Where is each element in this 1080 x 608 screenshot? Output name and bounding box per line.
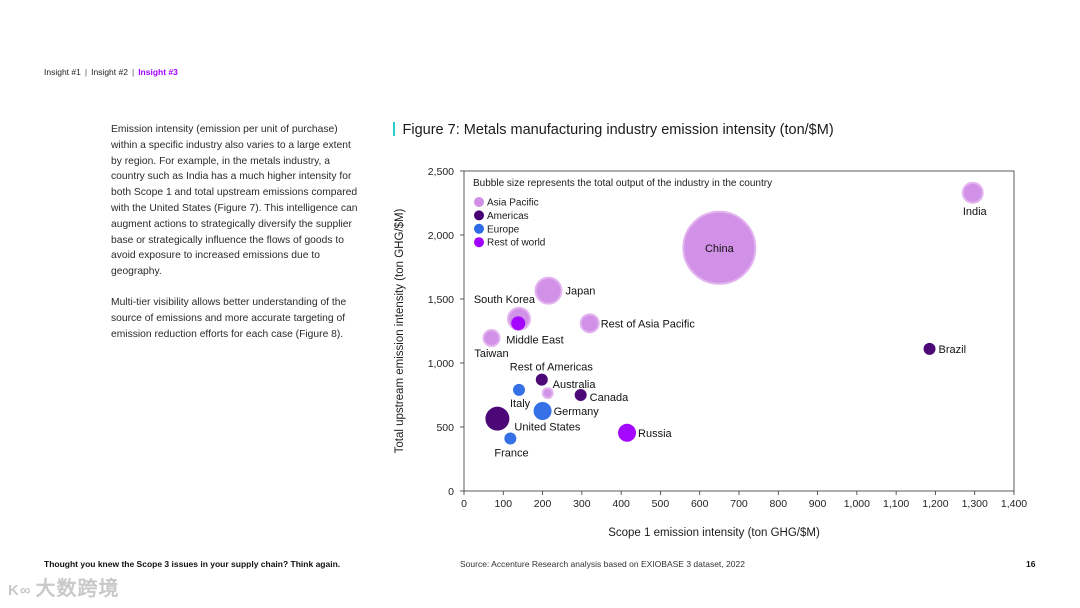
plot-frame: 0 100 200 300 400 500 600 700 800 900 1,000 1,100 1,…	[428, 166, 1028, 510]
label-india: India	[963, 206, 988, 218]
label-france: France	[494, 448, 528, 460]
breadcrumb-separator: |	[84, 67, 88, 77]
label-taiwan: Taiwan	[474, 348, 508, 360]
bubble-labels: China India Japan South Korea Rest of Asia P…	[474, 206, 988, 460]
bubble-canada	[574, 389, 587, 401]
x-tick-label: 400	[612, 498, 630, 510]
footer-source: Source: Accenture Research analysis base…	[460, 559, 745, 569]
bubble-russia	[618, 423, 637, 442]
breadcrumb-separator: |	[131, 67, 135, 77]
label-canada: Canada	[590, 392, 629, 404]
bubble-australia	[541, 387, 554, 400]
bubble-brazil	[923, 342, 936, 355]
x-tick-label: 600	[691, 498, 709, 510]
legend-label: Asia Pacific	[487, 198, 539, 209]
legend-label: Rest of world	[487, 238, 545, 249]
label-rest-of-asia-pacific: Rest of Asia Pacific	[601, 318, 696, 330]
breadcrumb: Insight #1 | Insight #2 | Insight #3	[44, 67, 178, 77]
title-accent-bar	[393, 122, 395, 136]
y-tick-label: 0	[448, 486, 454, 498]
label-russia: Russia	[638, 428, 673, 440]
x-tick-label: 700	[730, 498, 748, 510]
legend-swatch	[474, 197, 484, 207]
label-china: China	[705, 243, 735, 255]
bubble-rest-of-americas	[535, 373, 548, 386]
x-tick-label: 1,400	[1001, 498, 1027, 510]
x-tick-label: 0	[461, 498, 467, 510]
label-italy: Italy	[510, 398, 531, 410]
page-number: 16	[1026, 559, 1036, 569]
label-germany: Germany	[554, 406, 600, 418]
y-axis-title: Total upstream emission intensity (ton G…	[394, 208, 406, 453]
x-tick-label: 500	[652, 498, 670, 510]
body-paragraph-2: Multi-tier visibility allows better unde…	[111, 296, 347, 340]
legend-label: Europe	[487, 224, 520, 235]
x-tick-label: 1,200	[922, 498, 948, 510]
x-tick-label: 1,100	[883, 498, 909, 510]
y-tick-label: 2,000	[428, 230, 454, 242]
body-text: Emission intensity (emission per unit of…	[111, 122, 363, 357]
figure-title: Figure 7: Metals manufacturing industry …	[393, 122, 834, 138]
legend-label: Americas	[487, 211, 529, 222]
x-tick-label: 900	[809, 498, 827, 510]
legend: Bubble size represents the total output …	[473, 178, 772, 249]
label-rest-of-americas: Rest of Americas	[510, 362, 594, 374]
bubble-germany	[533, 402, 552, 420]
y-tick-label: 500	[436, 422, 454, 434]
label-japan: Japan	[565, 286, 595, 298]
bubble-japan	[534, 276, 563, 305]
x-tick-label: 1,300	[962, 498, 988, 510]
legend-swatch	[474, 210, 484, 221]
bubble-india	[961, 181, 984, 204]
bubble-chart: 0 100 200 300 400 500 600 700 800 900 1,000 1,100 1,…	[394, 166, 1028, 539]
legend-swatch	[474, 223, 484, 234]
x-tick-label: 1,000	[844, 498, 870, 510]
footer-tagline: Thought you knew the Scope 3 issues in y…	[44, 559, 341, 569]
x-tick-label: 300	[573, 498, 591, 510]
label-brazil: Brazil	[939, 344, 967, 356]
legend-swatch	[474, 237, 484, 248]
x-tick-label: 800	[770, 498, 788, 510]
y-tick-label: 1,000	[428, 358, 454, 370]
bubble-france	[504, 432, 517, 445]
label-south-korea: South Korea	[474, 294, 536, 306]
watermark: K∞ 大数跨境	[8, 572, 120, 601]
label-united-states: United States	[514, 422, 581, 434]
bubbles	[482, 181, 984, 445]
bubble-italy	[513, 383, 525, 396]
bubble-united-states	[485, 406, 510, 431]
breadcrumb-insight-3[interactable]: Insight #3	[138, 67, 178, 77]
watermark-logo: K∞	[8, 582, 32, 599]
y-tick-label: 2,500	[428, 166, 454, 178]
bubble-china	[682, 210, 757, 285]
bubble-middle-east	[511, 316, 526, 331]
figure-title-text: Figure 7: Metals manufacturing industry …	[402, 122, 834, 138]
x-axis-title: Scope 1 emission intensity (ton GHG/$M)	[608, 527, 820, 539]
legend-note: Bubble size represents the total output …	[473, 178, 772, 189]
y-tick-label: 1,500	[428, 294, 454, 306]
x-tick-label: 200	[534, 498, 552, 510]
bubble-rest-of-asia-pacific	[579, 313, 600, 334]
watermark-text: 大数跨境	[35, 578, 120, 600]
breadcrumb-insight-2[interactable]: Insight #2	[91, 67, 128, 77]
bubble-taiwan	[482, 329, 501, 348]
x-tick-label: 100	[495, 498, 513, 510]
body-paragraph-1: Emission intensity (emission per unit of…	[111, 124, 358, 278]
label-australia: Australia	[553, 379, 597, 391]
breadcrumb-insight-1[interactable]: Insight #1	[44, 67, 81, 77]
label-middle-east: Middle East	[506, 334, 563, 346]
